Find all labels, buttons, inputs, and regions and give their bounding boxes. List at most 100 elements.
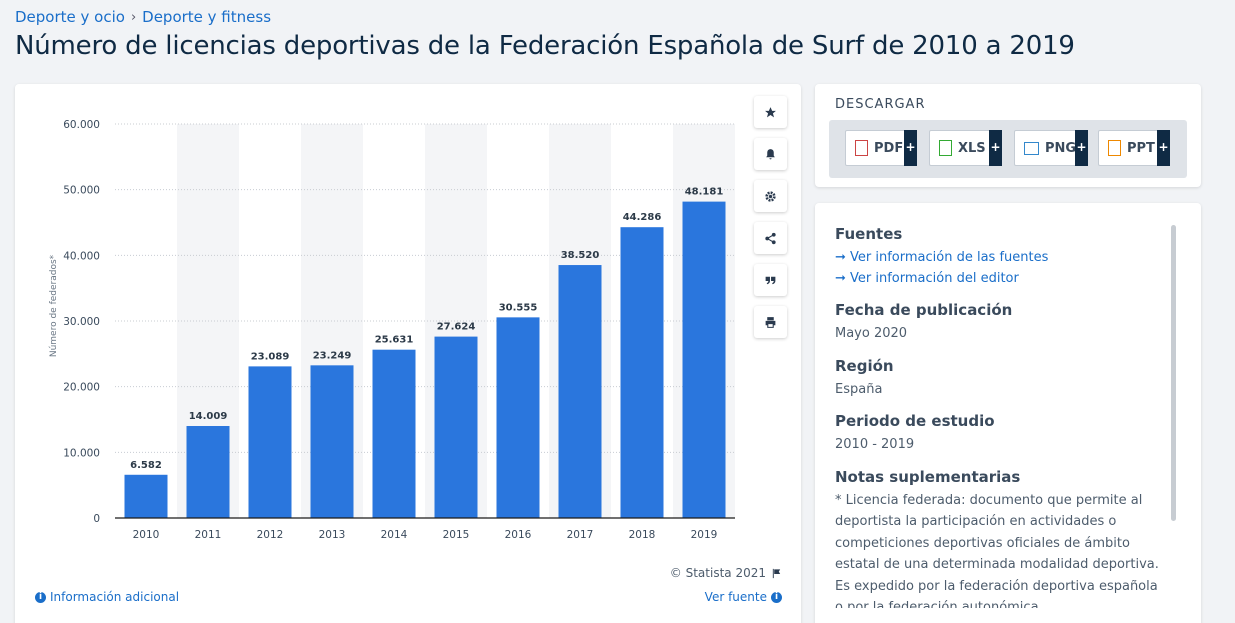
bar	[558, 265, 602, 518]
bar-value-label: 27.624	[437, 322, 476, 333]
y-tick-label: 10.000	[63, 447, 100, 459]
bar-value-label: 30.555	[499, 302, 538, 313]
x-tick-label: 2019	[691, 529, 718, 541]
bar	[620, 227, 664, 518]
y-tick-label: 60.000	[63, 119, 100, 131]
metadata-scrollbar[interactable]	[1171, 225, 1176, 521]
x-tick-label: 2014	[381, 529, 408, 541]
study-period-value: 2010 - 2019	[835, 437, 915, 452]
breadcrumb-separator: ›	[130, 9, 137, 25]
metadata-content: Fuentes ➞ Ver información de las fuentes…	[835, 225, 1165, 608]
print-button[interactable]	[754, 306, 787, 338]
bar-value-label: 44.286	[623, 212, 662, 223]
y-tick-label: 0	[93, 513, 100, 525]
breadcrumb-link-deporte-ocio[interactable]: Deporte y ocio	[15, 8, 125, 26]
download-xls-button[interactable]: XLS +	[929, 130, 1002, 166]
page-title: Número de licencias deportivas de la Fed…	[15, 31, 1075, 61]
additional-info-link[interactable]: i Información adicional	[35, 590, 179, 604]
breadcrumb: Deporte y ocio › Deporte y fitness	[15, 8, 271, 26]
download-xls-label: XLS	[958, 140, 986, 156]
bar	[186, 426, 230, 518]
bar	[434, 336, 478, 518]
download-tray: PDF + XLS + PNG + PPT +	[829, 120, 1187, 178]
copyright-text: © Statista 2021	[669, 566, 766, 580]
settings-button[interactable]	[754, 180, 787, 212]
y-tick-label: 30.000	[63, 316, 100, 328]
study-period-heading: Periodo de estudio	[835, 412, 995, 430]
download-pdf-button[interactable]: PDF +	[845, 130, 917, 166]
publication-date-value: Mayo 2020	[835, 326, 908, 341]
quote-icon	[765, 276, 776, 284]
bar	[310, 365, 354, 518]
x-tick-label: 2012	[257, 529, 284, 541]
y-tick-label: 50.000	[63, 185, 100, 197]
favorite-button[interactable]	[754, 96, 787, 128]
notes-heading: Notas suplementarias	[835, 467, 1021, 486]
view-source-link[interactable]: Ver fuente i	[705, 590, 782, 604]
y-tick-label: 40.000	[63, 250, 100, 262]
download-ppt-plus[interactable]: +	[1157, 130, 1170, 166]
download-pdf-plus[interactable]: +	[904, 130, 917, 166]
bar	[496, 317, 540, 518]
download-panel: DESCARGAR PDF + XLS + PNG + PPT +	[815, 84, 1201, 187]
chart-toolbar	[754, 96, 787, 338]
bar-value-label: 23.089	[251, 351, 290, 362]
png-file-icon	[1024, 141, 1039, 155]
download-title: DESCARGAR	[835, 97, 926, 112]
publisher-info-link[interactable]: ➞ Ver información del editor	[835, 271, 1019, 286]
x-tick-label: 2017	[567, 529, 594, 541]
bar-value-label: 6.582	[130, 460, 162, 471]
x-tick-label: 2011	[195, 529, 222, 541]
copyright: © Statista 2021	[670, 566, 782, 580]
x-tick-label: 2010	[133, 529, 160, 541]
download-pdf-label: PDF	[874, 140, 904, 156]
bar-chart: 0 10.000 20.000 30.000 40.000 50.000 60.000 Núm…	[49, 119, 735, 541]
bar	[248, 366, 292, 518]
region-heading: Región	[835, 356, 894, 375]
chart-card: 0 10.000 20.000 30.000 40.000 50.000 60.000 Núm…	[15, 84, 801, 623]
x-tick-label: 2018	[629, 529, 656, 541]
download-ppt-button[interactable]: PPT +	[1098, 130, 1170, 166]
cite-button[interactable]	[754, 264, 787, 296]
share-button[interactable]	[754, 222, 787, 254]
info-icon: i	[771, 591, 782, 603]
sources-heading: Fuentes	[835, 225, 903, 243]
info-icon: i	[35, 591, 46, 603]
flag-icon[interactable]	[771, 568, 782, 579]
view-source-label: Ver fuente	[704, 590, 767, 604]
gear-icon	[765, 190, 776, 202]
bar-value-label: 23.249	[313, 350, 352, 361]
download-png-label: PNG	[1045, 140, 1077, 156]
download-png-button[interactable]: PNG +	[1014, 130, 1088, 166]
bell-icon	[766, 148, 775, 159]
pdf-file-icon	[855, 140, 868, 156]
bar	[372, 349, 416, 518]
y-tick-label: 20.000	[63, 382, 100, 394]
bar-value-label: 38.520	[561, 250, 600, 261]
publication-date-heading: Fecha de publicación	[835, 301, 1013, 319]
download-png-plus[interactable]: +	[1075, 130, 1088, 166]
y-axis-label: Número de federados*	[49, 254, 59, 357]
notify-button[interactable]	[754, 138, 787, 170]
bar-value-label: 48.181	[685, 187, 724, 198]
x-tick-label: 2016	[505, 529, 532, 541]
share-icon	[765, 232, 776, 244]
xls-file-icon	[939, 140, 952, 156]
x-tick-label: 2013	[319, 529, 346, 541]
region-value: España	[835, 381, 883, 397]
metadata-panel: Fuentes ➞ Ver información de las fuentes…	[815, 203, 1201, 623]
download-xls-plus[interactable]: +	[989, 130, 1002, 166]
x-tick-label: 2015	[443, 529, 470, 541]
bar	[124, 474, 168, 518]
download-ppt-label: PPT	[1127, 140, 1155, 156]
bar-value-label: 14.009	[189, 411, 228, 422]
bar	[682, 201, 726, 518]
sources-info-link[interactable]: ➞ Ver información de las fuentes	[835, 250, 1049, 265]
ppt-file-icon	[1108, 140, 1121, 156]
star-icon	[765, 106, 776, 117]
print-icon	[765, 316, 776, 328]
additional-info-label: Información adicional	[50, 590, 180, 604]
breadcrumb-link-deporte-fitness[interactable]: Deporte y fitness	[142, 8, 272, 26]
notes-value: * Licencia federada: documento que permi…	[835, 492, 1159, 609]
bar-value-label: 25.631	[375, 335, 414, 346]
